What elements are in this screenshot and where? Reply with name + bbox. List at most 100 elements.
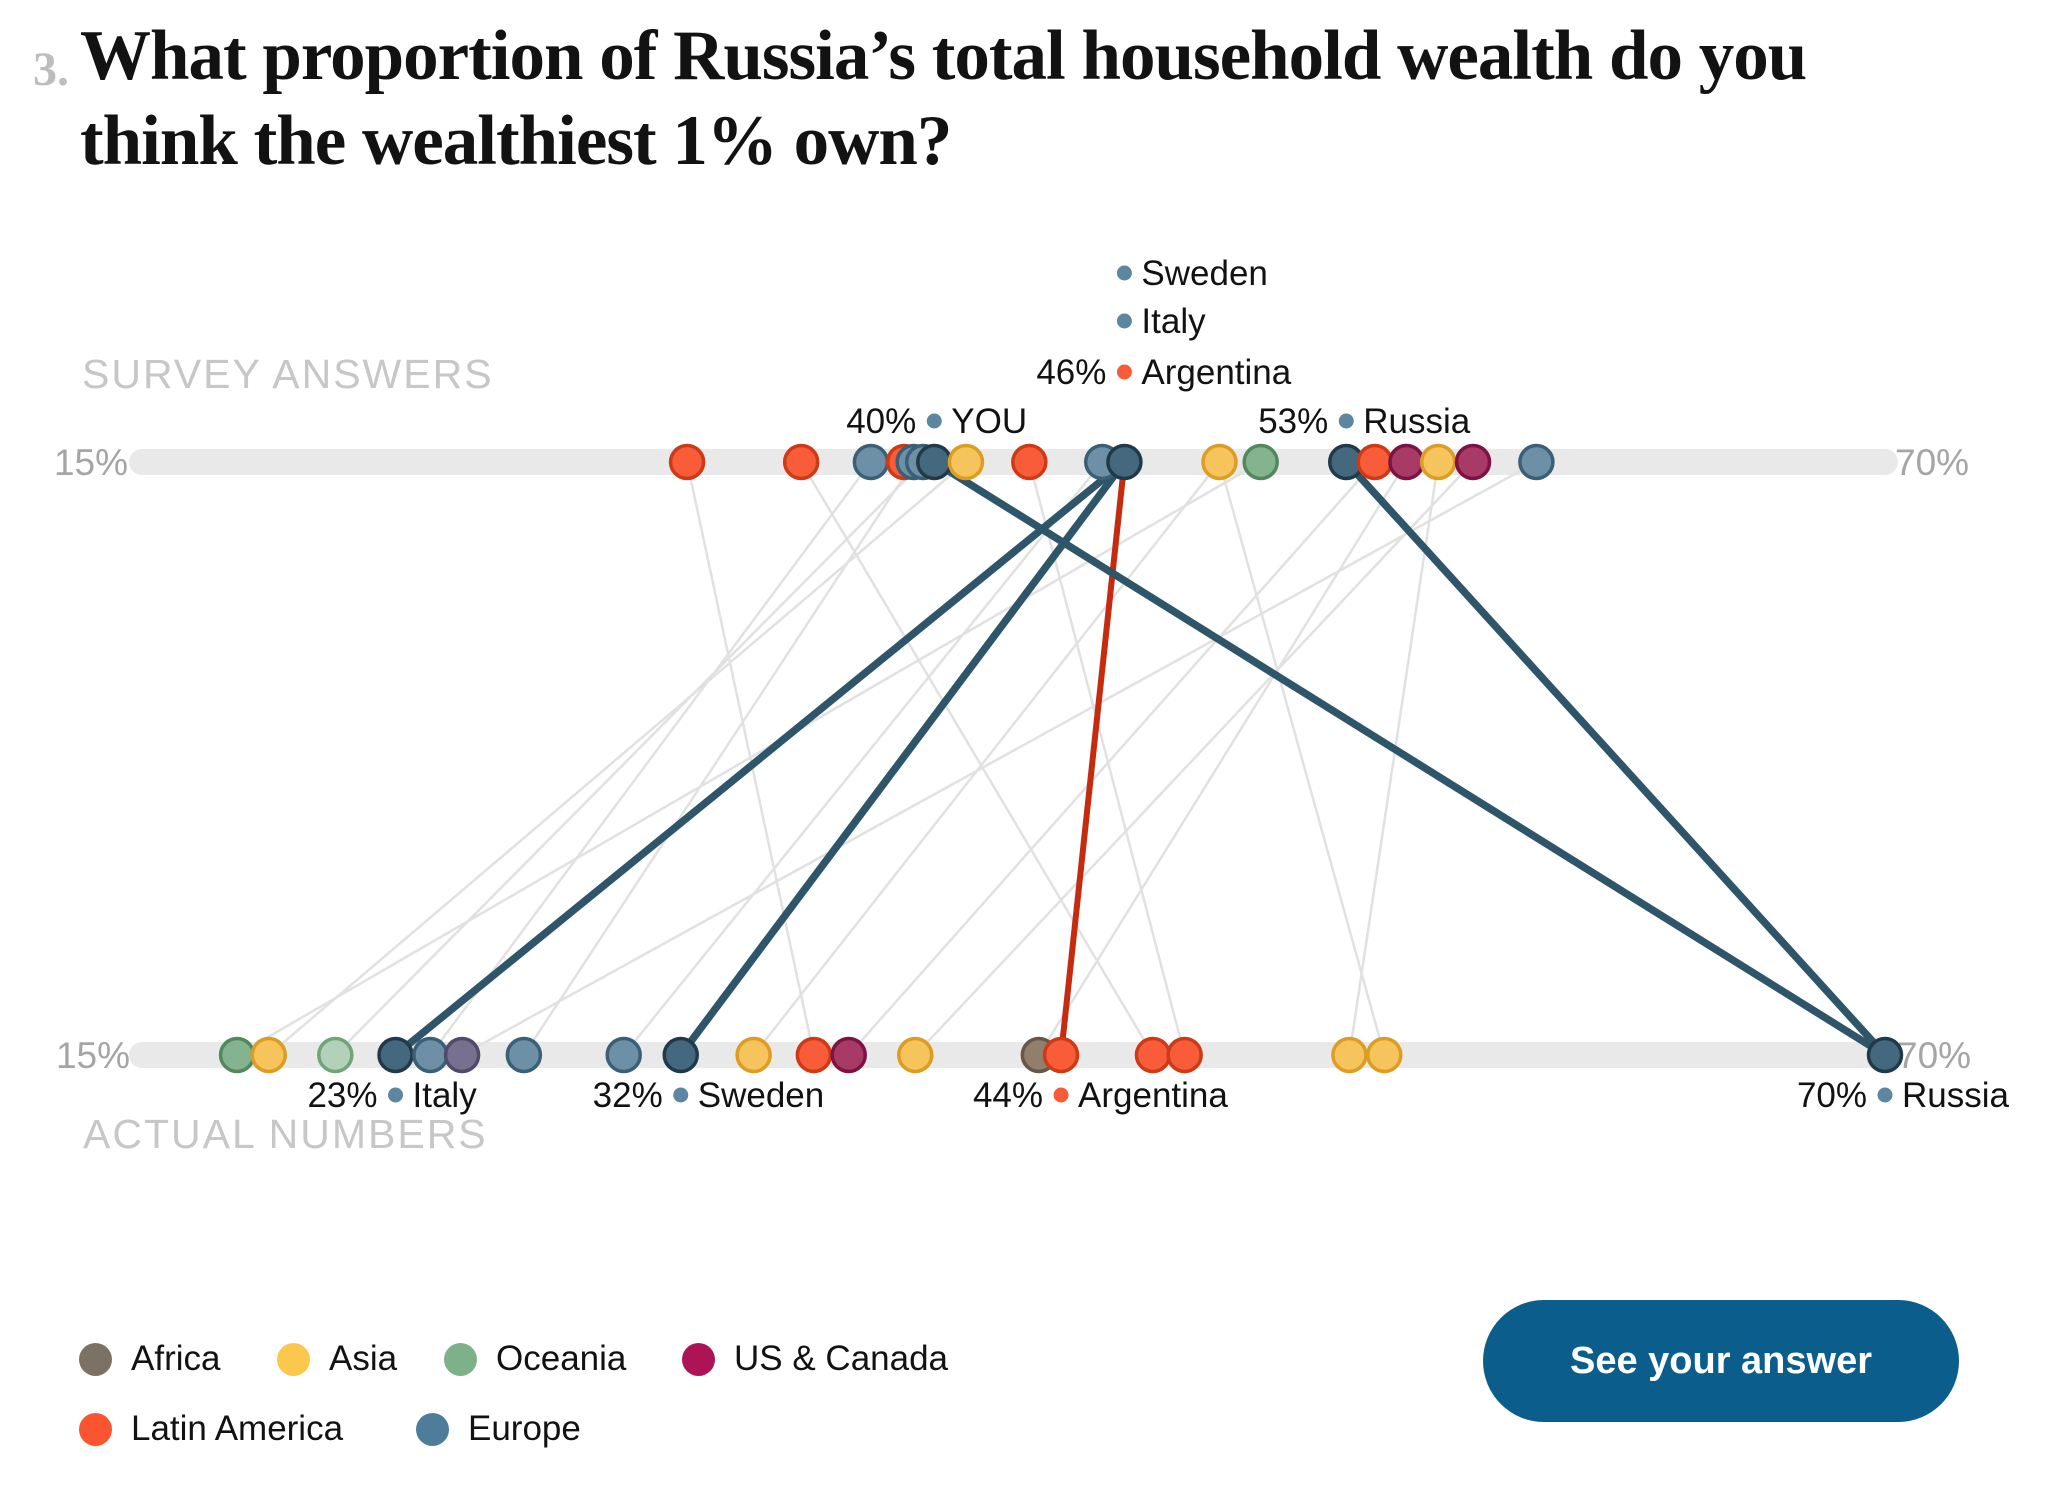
actual-dot-asia[interactable] [897,1036,934,1074]
survey-callout-dot-argentina [1116,364,1132,380]
legend-item-uscanada: US & Canada [682,1339,948,1379]
actual-dot-oceania_light[interactable] [317,1036,354,1074]
actual-dot-europe_hl-russia[interactable] [1866,1036,1904,1074]
actual-dot-asia[interactable] [1366,1036,1403,1074]
survey-dot-oceania[interactable] [1242,443,1279,481]
actual-dot-uscanada[interactable] [830,1036,867,1074]
legend-label-africa: Africa [131,1339,221,1378]
see-your-answer-button[interactable]: See your answer [1483,1300,1959,1422]
actual-callout-dot-russia [1877,1087,1893,1103]
question-number: 3. [33,43,69,96]
actual-callout-pct-italy: 23% [307,1076,377,1115]
actual-axis-max-label: 70% [1897,1035,1971,1076]
connector-line [429,461,872,1056]
actual-callout-pct-argentina: 44% [973,1076,1043,1115]
survey-callout-label-russia: Russia [1363,402,1471,441]
actual-dot-asia[interactable] [250,1036,288,1074]
highlight-line-russia [1343,459,1888,1058]
highlight-line-you [932,458,1887,1059]
connector-line [1348,461,1440,1056]
actual-callout-pct-russia: 70% [1797,1076,1867,1115]
actual-dot-oceania[interactable] [218,1036,256,1074]
survey-callout-dot-sweden [1116,265,1132,281]
legend-dot-asia [277,1342,310,1376]
legend-dot-uscanada [682,1342,715,1376]
legend-item-africa: Africa [79,1339,220,1379]
legend-dot-europe [416,1412,449,1446]
survey-dot-uscanada[interactable] [1454,443,1492,481]
survey-callout-label-italy: Italy [1141,302,1206,341]
legend-item-asia: Asia [277,1339,397,1379]
survey-dot-latam[interactable] [1011,443,1048,481]
connector-line [1028,461,1186,1056]
actual-callout-label-argentina: Argentina [1078,1076,1228,1115]
actual-dot-latam[interactable] [1134,1036,1172,1074]
survey-callout-dot-you [926,413,942,429]
highlight-line-italy [393,459,1127,1058]
survey-callout-pct-you: 40% [846,402,916,441]
actual-dot-asia[interactable] [735,1036,772,1074]
actual-callout-dot-sweden [673,1087,689,1103]
survey-callout-dot-italy [1116,313,1132,329]
survey-dot-latam[interactable] [782,443,820,481]
survey-dot-asia[interactable] [1201,443,1238,481]
actual-axis-bar [129,1042,1898,1068]
survey-callout-label-you: YOU [951,402,1027,441]
survey-callout-pct-russia: 53% [1258,402,1328,441]
actual-callout-label-sweden: Sweden [698,1076,824,1115]
survey-dot-latam[interactable] [1356,443,1394,481]
connector-line [334,461,925,1056]
survey-dot-latam[interactable] [668,443,706,481]
actual-dot-europe[interactable] [605,1036,642,1074]
survey-axis-max-label: 70% [1895,442,1969,483]
survey-dot-asia[interactable] [1419,443,1457,481]
actual-dot-latam[interactable] [1166,1036,1203,1074]
connector-line [461,460,1538,1057]
survey-axis-min-label: 15% [54,442,128,483]
survey-callout-pct-argentina: 46% [1036,353,1106,392]
actual-dot-mixed_purple[interactable] [443,1036,481,1074]
legend-item-oceania: Oceania [444,1339,626,1379]
actual-dot-asia[interactable] [1331,1036,1368,1074]
connector-line [1218,461,1386,1056]
actual-axis-min-label: 15% [56,1035,130,1076]
connector-line [267,461,967,1056]
actual-numbers-label: ACTUAL NUMBERS [83,1111,488,1157]
survey-callout-dot-russia [1338,413,1354,429]
survey-dot-uscanada[interactable] [1388,443,1425,481]
legend-label-asia: Asia [329,1339,398,1378]
see-your-answer-label: See your answer [1569,1339,1873,1382]
actual-callout-dot-argentina [1053,1087,1069,1103]
survey-dot-asia[interactable] [947,443,985,481]
survey-callout-label-sweden: Sweden [1141,254,1267,293]
connector-line [1037,461,1408,1056]
connector-line [622,461,1104,1056]
actual-dot-latam[interactable] [795,1036,833,1074]
connector-line [752,461,1221,1056]
actual-dot-europe_hl-sweden[interactable] [662,1036,699,1074]
actual-dot-europe_hl-italy[interactable] [377,1036,414,1074]
survey-dot-europe_hl-sweden-italy-argentina[interactable] [1106,443,1143,481]
actual-dot-latam-argentina[interactable] [1042,1036,1080,1074]
legend-dot-oceania [444,1342,477,1376]
connector-line [800,461,1155,1056]
legend-label-europe: Europe [468,1409,581,1448]
survey-dot-europe_hl-you[interactable] [916,443,953,481]
survey-dot-europe[interactable] [852,443,890,481]
actual-dot-europe[interactable] [412,1036,449,1074]
actual-dot-europe[interactable] [505,1036,543,1074]
page-title: What proportion of Russia’s total househ… [80,17,1807,181]
actual-callout-dot-italy [388,1087,404,1103]
actual-callout-label-italy: Italy [413,1076,478,1115]
highlight-line-sweden [677,459,1128,1058]
legend-label-uscanada: US & Canada [734,1339,949,1378]
connector-line [847,461,1376,1056]
legend-dot-africa [79,1342,112,1376]
legend-label-latam: Latin America [131,1409,344,1448]
survey-answers-label: SURVEY ANSWERS [82,351,494,397]
survey-dot-europe[interactable] [1518,443,1555,481]
actual-callout-pct-sweden: 32% [593,1076,663,1115]
actual-callout-label-russia: Russia [1902,1076,2010,1115]
